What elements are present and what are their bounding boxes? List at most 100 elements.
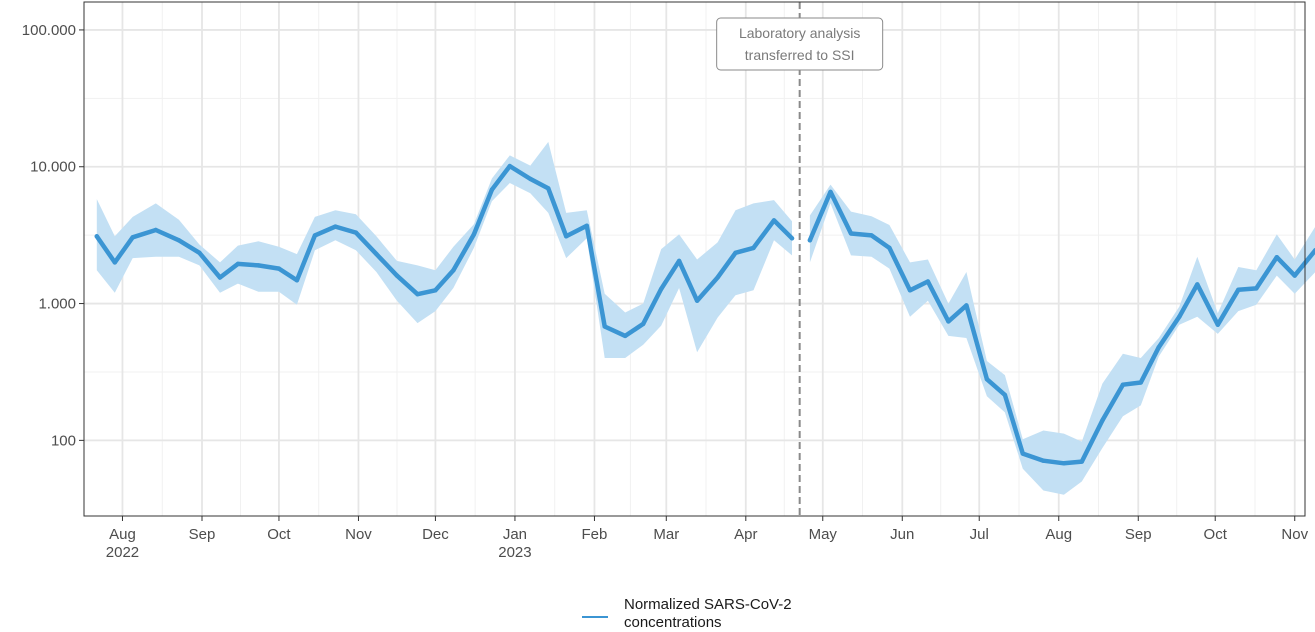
data-point	[925, 279, 931, 284]
x-tick-label: Apr	[734, 526, 757, 543]
y-tick-label: 10.000	[30, 159, 76, 176]
data-point	[546, 186, 551, 191]
x-tick-label: Aug	[1045, 526, 1072, 543]
data-point	[751, 245, 756, 251]
data-point	[564, 234, 569, 239]
data-point	[374, 251, 379, 257]
data-point	[176, 238, 182, 243]
data-point	[312, 233, 318, 238]
data-point	[733, 250, 738, 255]
grid-minor	[84, 2, 1305, 516]
data-point	[1120, 382, 1126, 387]
data-point	[415, 292, 420, 297]
x-tick-sublabel: 2023	[498, 544, 531, 561]
x-tick-label: Oct	[1204, 526, 1228, 543]
annotation-box	[716, 17, 884, 71]
data-point	[528, 176, 533, 182]
data-point	[130, 235, 135, 240]
data-point	[451, 268, 456, 273]
data-point	[112, 260, 118, 265]
data-point	[1274, 255, 1280, 260]
data-point	[433, 288, 438, 293]
data-point	[1177, 314, 1182, 319]
series-line-segment-2	[807, 189, 1315, 466]
data-point	[602, 324, 607, 329]
data-point	[217, 275, 223, 280]
x-tick-label: Dec	[422, 526, 449, 543]
data-point	[94, 234, 100, 239]
data-point	[1002, 392, 1008, 398]
data-point	[507, 163, 512, 169]
data-point	[235, 261, 241, 267]
data-point	[1292, 273, 1297, 278]
data-point	[1079, 459, 1085, 464]
data-point	[1254, 286, 1259, 291]
x-tick-label: Mar	[653, 526, 679, 543]
x-tick-label: Jun	[890, 526, 914, 543]
confidence-bands	[96, 141, 1315, 495]
data-point	[789, 236, 795, 241]
data-point	[353, 230, 359, 235]
data-point	[1138, 380, 1144, 385]
data-point	[1156, 345, 1162, 350]
data-point	[153, 227, 158, 233]
data-point	[294, 278, 300, 283]
legend-label: concentrations	[624, 614, 722, 631]
x-tick-label: Feb	[582, 526, 608, 543]
data-point	[984, 377, 990, 382]
annotation: Laboratory analysis transferred to SSI	[716, 2, 884, 516]
data-point	[771, 218, 777, 223]
x-tick-label: Nov	[1281, 526, 1308, 543]
confidence-band-segment-1	[96, 141, 793, 358]
data-point	[869, 233, 874, 238]
y-tick-label: 100	[51, 432, 76, 449]
data-point	[276, 266, 282, 271]
data-point	[694, 298, 700, 303]
x-tick-label: Sep	[1125, 526, 1152, 543]
annotation-text-line: transferred to SSI	[745, 47, 855, 63]
data-point	[828, 189, 833, 195]
data-point	[394, 273, 400, 278]
x-tick-label: Jan	[503, 526, 527, 543]
data-point	[848, 231, 854, 236]
legend-label: Normalized SARS-CoV-2	[624, 596, 792, 613]
data-point	[907, 288, 913, 293]
data-point	[964, 303, 969, 308]
data-point	[1041, 458, 1046, 463]
data-point	[584, 223, 589, 228]
y-tick-label: 1.000	[38, 296, 76, 313]
x-tick-label: Nov	[345, 526, 372, 543]
series-lines	[94, 163, 1315, 466]
y-tick-label: 100.000	[22, 22, 76, 39]
data-point	[715, 275, 720, 280]
panel-border	[83, 1, 1306, 517]
x-tick-label: Oct	[267, 526, 291, 543]
data-point	[807, 238, 813, 243]
data-point	[887, 245, 892, 251]
y-axis: 100 1.000 10.000 100.000	[22, 22, 84, 449]
data-point	[1020, 451, 1025, 456]
data-point	[1236, 287, 1241, 292]
x-tick-label: May	[809, 526, 838, 543]
x-tick-label: Aug	[109, 526, 136, 543]
data-point	[1215, 322, 1221, 327]
x-tick-sublabel: 2022	[106, 544, 139, 561]
data-point	[333, 224, 338, 229]
data-point	[197, 250, 202, 255]
data-point	[1100, 418, 1105, 423]
data-point	[676, 258, 682, 264]
data-point	[471, 232, 477, 237]
confidence-band-segment-2	[809, 184, 1315, 495]
data-point	[256, 263, 261, 268]
data-point	[946, 319, 951, 324]
data-point	[1195, 282, 1200, 287]
data-point	[1061, 461, 1067, 466]
data-point	[489, 187, 495, 192]
data-point	[659, 286, 664, 292]
x-tick-label: Jul	[970, 526, 989, 543]
annotation-text-line: Laboratory analysis	[739, 25, 860, 41]
x-tick-label: Sep	[189, 526, 216, 543]
